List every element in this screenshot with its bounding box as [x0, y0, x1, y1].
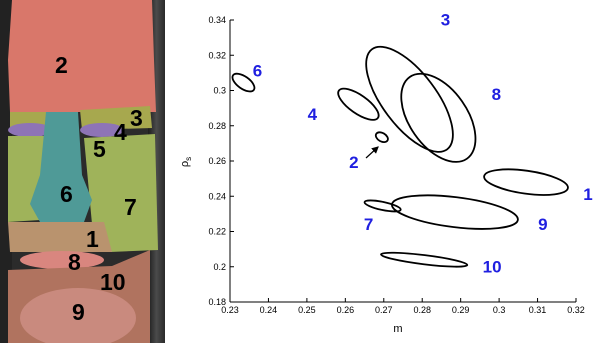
ellipse-label-6: 6	[253, 62, 262, 81]
face-label-8: 8	[68, 249, 81, 275]
x-tick-label: 0.27	[375, 305, 393, 315]
ellipse-chart: 0.23 0.24 0.25 0.26 0.27 0.28 0.29 0.3 0.31 0.320…	[179, 10, 593, 335]
ellipse-label-8: 8	[492, 85, 501, 104]
label-2-arrow	[365, 146, 379, 159]
face-label-4: 4	[114, 119, 127, 145]
ellipse-labels: 1 2 3 4 6 7 8 9 10	[253, 10, 593, 276]
ellipse-9	[391, 194, 519, 230]
face-image: 2 3 4 5 6 7 1 8 10 9	[0, 0, 165, 343]
ellipse-label-10: 10	[483, 258, 502, 277]
face-label-7: 7	[124, 194, 137, 220]
ellipse-6	[231, 72, 256, 93]
ellipse-1	[483, 168, 569, 196]
ellipse-label-2: 2	[349, 153, 358, 172]
y-tick-label: 0.2	[213, 262, 226, 272]
face-label-10: 10	[100, 269, 126, 295]
y-tick-label: 0.18	[208, 297, 226, 307]
face-label-1: 1	[86, 226, 99, 252]
ellipse-10	[380, 251, 469, 268]
ellipse-8	[400, 72, 477, 163]
y-axis-label-sub: s	[184, 157, 193, 161]
y-tick-label: 0.24	[208, 191, 226, 201]
x-tick-label: 0.3	[493, 305, 506, 315]
y-axis-label: ρs	[179, 157, 193, 167]
face-label-2: 2	[55, 52, 68, 78]
ellipse-4	[337, 87, 380, 121]
x-tick-label: 0.31	[529, 305, 547, 315]
x-tick-label: 0.26	[337, 305, 355, 315]
ellipse-label-4: 4	[308, 105, 318, 124]
face-region-1-upper-lip	[8, 222, 112, 252]
y-tick-label: 0.3	[213, 86, 226, 96]
y-axis-label-main: ρ	[179, 161, 191, 167]
face-label-6: 6	[60, 181, 73, 207]
face-region-6-nose	[30, 112, 92, 222]
face-region-9-chin	[20, 288, 136, 343]
ellipse-3	[365, 45, 454, 153]
y-tick-label: 0.28	[208, 121, 226, 131]
ellipse-label-1: 1	[583, 185, 592, 204]
ellipse-2	[374, 131, 389, 144]
ellipse-label-3: 3	[441, 10, 450, 29]
plot-axes: 0.23 0.24 0.25 0.26 0.27 0.28 0.29 0.3 0.31 0.320…	[208, 15, 584, 315]
y-tick-label: 0.34	[208, 15, 226, 25]
ellipse-label-7: 7	[364, 215, 373, 234]
ellipse-series	[231, 45, 569, 268]
y-tick-label: 0.32	[208, 50, 226, 60]
y-tick-label: 0.22	[208, 227, 226, 237]
face-label-3: 3	[130, 105, 143, 131]
x-axis-label: m	[393, 323, 402, 335]
x-tick-label: 0.32	[567, 305, 585, 315]
y-tick-label: 0.26	[208, 156, 226, 166]
face-region-4-eyelid-right	[80, 123, 124, 137]
x-tick-label: 0.25	[298, 305, 316, 315]
face-region-8-mouth	[20, 251, 104, 269]
x-tick-label: 0.29	[452, 305, 470, 315]
x-tick-label: 0.24	[260, 305, 278, 315]
face-region-2-forehead	[8, 0, 156, 112]
ellipse-label-9: 9	[538, 215, 547, 234]
face-region-eyelid-left	[8, 123, 52, 137]
x-tick-label: 0.23	[221, 305, 239, 315]
face-label-9: 9	[72, 299, 85, 325]
x-tick-label: 0.28	[413, 305, 431, 315]
ellipse-7	[363, 199, 402, 213]
face-label-5: 5	[93, 136, 106, 162]
